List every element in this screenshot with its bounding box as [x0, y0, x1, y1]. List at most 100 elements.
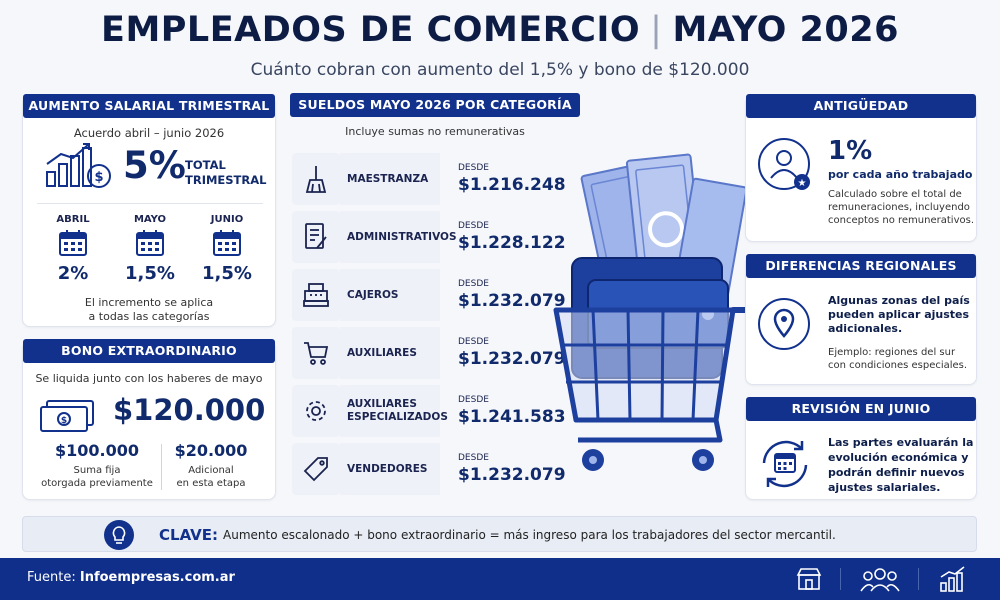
row-category-2: ESPECIALIZADOS — [347, 411, 448, 423]
row-icon-box — [292, 443, 340, 495]
revision-header: REVISIÓN EN JUNIO — [746, 397, 976, 421]
bono-part-desc-1: Adicional — [188, 465, 234, 476]
salary-row-maestranza: MAESTRANZA DESDE $1.216.248 — [290, 153, 580, 205]
row-desde: DESDE — [458, 163, 489, 173]
row-category: VENDEDORES — [340, 443, 440, 495]
month-junio: JUNIO 1,5% — [197, 214, 257, 284]
aumento-card: AUMENTO SALARIAL TRIMESTRAL Acuerdo abri… — [22, 94, 276, 327]
page-subtitle: Cuánto cobran con aumento del 1,5% y bon… — [250, 60, 750, 80]
month-name: ABRIL — [56, 214, 90, 225]
bono-part-desc: Suma fija otorgada previamente — [37, 464, 157, 490]
row-icon-box — [292, 385, 340, 437]
cash-register-icon — [303, 283, 329, 307]
month-abril: ABRIL 2% — [43, 214, 103, 284]
bono-part-amount: $20.000 — [174, 441, 248, 460]
month-pct: 1,5% — [125, 263, 175, 284]
antiguedad-label: por cada año trabajado — [828, 168, 973, 181]
svg-text:$: $ — [61, 416, 67, 426]
salary-row-auxiliares-especializados: AUXILIARES ESPECIALIZADOS DESDE $1.241.58… — [290, 385, 580, 437]
svg-text:$: $ — [94, 170, 103, 185]
calendar-icon — [213, 230, 241, 256]
month-name: MAYO — [133, 214, 167, 225]
bono-part-desc-2: otorgada previamente — [41, 478, 153, 489]
svg-text:★: ★ — [798, 178, 807, 189]
row-amount: $1.241.583 — [458, 407, 566, 427]
employee-icon: ★ — [758, 138, 810, 190]
row-category-1: ADMINISTRATIVOS — [347, 230, 457, 243]
row-desde: DESDE — [458, 453, 489, 463]
footer-source: Fuente: Infoempresas.com.ar — [27, 570, 235, 585]
bono-card: BONO EXTRAORDINARIO Se liquida junto con… — [22, 339, 276, 500]
clave-bar: CLAVE: Aumento escalonado + bono extraor… — [22, 516, 977, 552]
row-desde: DESDE — [458, 221, 489, 231]
sueldos-card: SUELDOS MAYO 2026 POR CATEGORÍA Incluye … — [290, 93, 580, 500]
regional-text: Algunas zonas del país pueden aplicar aj… — [828, 294, 970, 335]
title-left: EMPLEADOS DE COMERCIO — [101, 10, 641, 50]
row-amount: $1.216.248 — [458, 175, 566, 195]
title-right: MAYO 2026 — [672, 10, 899, 50]
title-separator: | — [650, 10, 663, 50]
bono-part-fija: $100.000 Suma fija otorgada previamente — [37, 441, 157, 490]
aumento-total-pct: 5% — [123, 144, 186, 187]
row-category-1: VENDEDORES — [347, 462, 428, 475]
tag-icon — [303, 457, 328, 482]
row-icon-box — [292, 269, 340, 321]
row-category: ADMINISTRATIVOS — [340, 211, 457, 263]
row-desde: DESDE — [458, 337, 489, 347]
cart-icon — [304, 342, 329, 365]
location-pin-icon — [758, 298, 810, 350]
page-title: EMPLEADOS DE COMERCIO | MAYO 2026 — [0, 10, 1000, 50]
sueldos-header: SUELDOS MAYO 2026 POR CATEGORÍA — [290, 93, 580, 117]
salary-row-administrativos: ADMINISTRATIVOS DESDE $1.228.122 — [290, 211, 580, 263]
divider — [37, 203, 263, 204]
sueldos-subtitle: Incluye sumas no remunerativas — [345, 125, 525, 138]
row-category-1: MAESTRANZA — [347, 172, 429, 185]
gear-icon — [306, 401, 326, 421]
month-mayo: MAYO 1,5% — [120, 214, 180, 284]
row-amount: $1.228.122 — [458, 233, 566, 253]
revision-text: Las partes evaluarán la evolución económ… — [828, 436, 974, 494]
bono-part-desc: Adicional en esta etapa — [151, 464, 271, 490]
month-pct: 2% — [57, 263, 89, 284]
footer-separator — [918, 568, 919, 590]
row-amount: $1.232.079 — [458, 291, 566, 311]
bono-subtitle: Se liquida junto con los haberes de mayo — [35, 372, 263, 385]
aumento-total-label-1: TOTAL — [185, 158, 226, 172]
footer-separator — [840, 568, 841, 590]
row-desde: DESDE — [458, 395, 489, 405]
lightbulb-icon — [104, 520, 134, 550]
aumento-total-label-2: TRIMESTRAL — [185, 173, 267, 187]
divider — [161, 444, 162, 490]
calendar-icon — [59, 230, 87, 256]
aumento-note-2: a todas las categorías — [88, 310, 210, 323]
bono-part-adicional: $20.000 Adicional en esta etapa — [151, 441, 271, 490]
antiguedad-pct: 1% — [828, 136, 873, 166]
clave-label: CLAVE: — [159, 526, 219, 544]
row-amount: $1.232.079 — [458, 349, 566, 369]
month-name: JUNIO — [210, 214, 244, 225]
row-desde: DESDE — [458, 279, 489, 289]
antiguedad-desc: Calculado sobre el total de remuneracion… — [828, 189, 974, 226]
bar-chart-icon — [940, 566, 965, 592]
row-category: MAESTRANZA — [340, 153, 440, 205]
salary-row-vendedores: VENDEDORES DESDE $1.232.079 — [290, 443, 580, 495]
regional-header: DIFERENCIAS REGIONALES — [746, 254, 976, 278]
regional-desc: Ejemplo: regiones del sur con condicione… — [828, 347, 968, 371]
row-icon-box — [292, 327, 340, 379]
aumento-header: AUMENTO SALARIAL TRIMESTRAL — [23, 94, 275, 118]
store-icon — [796, 568, 822, 590]
calendar-refresh-icon — [762, 440, 808, 488]
calendar-icon — [136, 230, 164, 256]
antiguedad-card: ANTIGÜEDAD ★ 1% por cada año trabajado C… — [745, 94, 977, 242]
broom-icon — [305, 166, 327, 193]
aumento-total-label: TOTAL TRIMESTRAL — [185, 158, 267, 188]
aumento-subtitle: Acuerdo abril – junio 2026 — [73, 126, 225, 140]
salary-row-auxiliares: AUXILIARES DESDE $1.232.079 — [290, 327, 580, 379]
footer: Fuente: Infoempresas.com.ar — [0, 558, 1000, 600]
row-amount: $1.232.079 — [458, 465, 566, 485]
money-icon: $ — [40, 400, 94, 432]
people-icon — [860, 568, 900, 592]
aumento-note: El incremento se aplica a todas las cate… — [23, 296, 275, 324]
row-category-1: AUXILIARES — [347, 346, 417, 359]
aumento-note-1: El incremento se aplica — [84, 296, 214, 309]
